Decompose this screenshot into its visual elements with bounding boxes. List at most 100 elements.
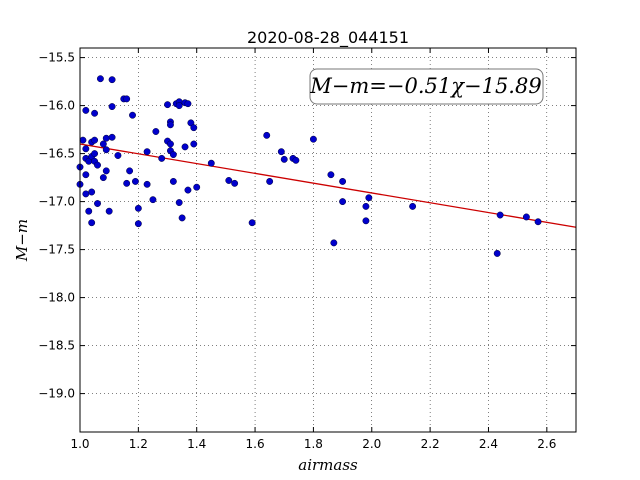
data-point	[158, 154, 166, 162]
data-point	[149, 196, 157, 204]
x-tick-label: 1.8	[304, 437, 323, 451]
data-point	[82, 190, 90, 198]
y-tick-label: −18.0	[38, 291, 75, 305]
data-point	[166, 140, 174, 148]
data-point	[365, 194, 373, 202]
data-point	[263, 131, 271, 139]
data-point	[184, 186, 192, 194]
x-axis-label: airmass	[298, 456, 358, 474]
data-point	[99, 174, 107, 182]
data-point	[114, 152, 122, 159]
data-point	[225, 177, 233, 184]
data-point	[339, 177, 347, 185]
ticks: 1.0 1.2 1.4 1.6 1.8 2.0 2.2 2.4 2.6 −15.5 −16.0 −16…	[38, 48, 576, 451]
data-point	[266, 177, 274, 185]
data-point	[207, 159, 215, 167]
data-point	[190, 124, 198, 132]
data-point	[108, 103, 116, 111]
x-tick-label: 2.0	[362, 437, 381, 451]
annotation-box	[309, 68, 544, 105]
y-axis-label: M−m	[13, 219, 31, 262]
data-point	[248, 219, 256, 227]
data-point	[108, 76, 116, 84]
y-tick-label: −16.5	[38, 147, 75, 161]
chart-title: 2020-08-28_044151	[247, 28, 409, 48]
y-tick-label: −18.5	[38, 339, 75, 353]
x-tick-label: 1.2	[129, 437, 148, 451]
data-point	[123, 95, 131, 103]
data-point	[126, 167, 134, 175]
y-tick-label: −16.0	[38, 99, 75, 113]
data-point	[102, 167, 110, 175]
data-point	[231, 179, 239, 187]
data-point	[309, 135, 317, 143]
data-point	[493, 249, 501, 257]
data-point	[79, 136, 87, 144]
data-point	[292, 156, 300, 164]
fit-annotation: M−m=−0.51χ−15.89	[309, 68, 544, 105]
data-point	[143, 180, 151, 188]
data-point	[164, 101, 171, 109]
data-point	[496, 211, 504, 219]
data-point	[362, 217, 370, 225]
data-point	[143, 148, 151, 156]
data-point	[169, 151, 177, 159]
data-point	[409, 202, 417, 210]
data-point	[91, 150, 99, 158]
data-point	[108, 133, 116, 141]
data-point	[88, 188, 96, 196]
data-point	[169, 177, 177, 185]
data-point	[178, 214, 186, 222]
x-tick-label: 1.0	[70, 437, 89, 451]
y-tick-label: −19.0	[38, 387, 75, 401]
data-point	[102, 146, 110, 154]
data-point	[190, 140, 198, 148]
data-point	[88, 219, 96, 227]
data-point	[91, 109, 99, 117]
data-point	[339, 198, 347, 206]
data-point	[82, 106, 90, 114]
data-point	[522, 213, 530, 221]
data-point	[280, 155, 288, 163]
x-tick-label: 2.4	[479, 437, 498, 451]
data-point	[327, 171, 335, 179]
y-tick-label: −17.5	[38, 243, 75, 257]
data-point	[184, 100, 192, 108]
data-point	[362, 202, 370, 210]
x-tick-label: 1.6	[246, 437, 265, 451]
data-points	[76, 75, 542, 257]
data-point	[134, 204, 142, 212]
data-point	[131, 177, 139, 185]
data-point	[330, 239, 338, 247]
data-point	[85, 207, 93, 215]
data-point	[91, 136, 99, 144]
y-tick-label: −15.5	[38, 51, 75, 65]
data-point	[175, 199, 183, 207]
y-tick-label: −17.0	[38, 195, 75, 209]
data-point	[534, 218, 542, 226]
x-tick-label: 2.6	[537, 437, 556, 451]
data-point	[134, 220, 142, 228]
data-point	[105, 207, 113, 215]
data-point	[181, 143, 189, 151]
data-point	[123, 179, 131, 187]
data-point	[175, 102, 183, 110]
x-tick-label: 1.4	[187, 437, 206, 451]
plot-frame	[79, 47, 577, 433]
data-point	[94, 200, 101, 207]
x-tick-label: 2.2	[421, 437, 440, 451]
annotation-text: M−m=−0.51χ−15.89	[309, 74, 541, 98]
data-point	[193, 183, 201, 191]
data-point	[277, 148, 285, 156]
grid	[80, 48, 576, 432]
data-point	[82, 171, 90, 179]
data-point	[96, 75, 104, 83]
plot-area	[80, 48, 576, 432]
data-point	[82, 145, 90, 153]
data-point	[102, 134, 110, 142]
data-point	[99, 140, 107, 148]
data-point	[166, 121, 174, 129]
data-point	[94, 161, 101, 169]
data-point	[129, 111, 136, 119]
